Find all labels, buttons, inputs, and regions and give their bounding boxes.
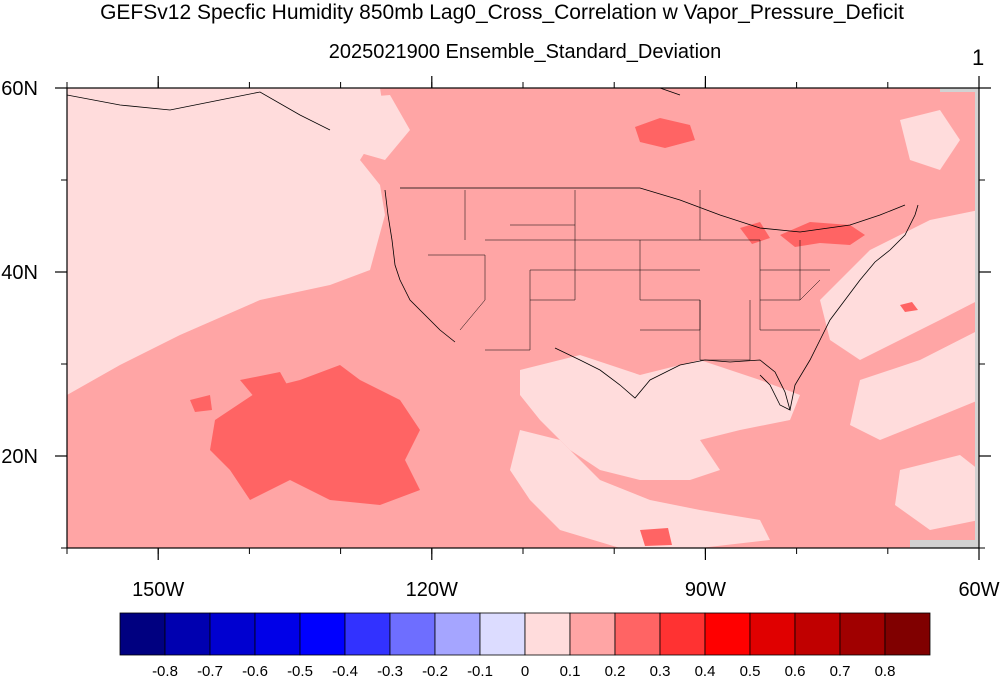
colorbar-label: 0.5 xyxy=(740,663,761,680)
figure-title: GEFSv12 Specfic Humidity 850mb Lag0_Cros… xyxy=(100,1,904,24)
fill-labrador-low-patch xyxy=(900,110,960,170)
y-tick-label: 20N xyxy=(1,446,38,468)
fill-nw-canada-low xyxy=(330,95,410,160)
colorbar-label: 0.6 xyxy=(785,663,806,680)
colorbar-label: -0.8 xyxy=(152,663,178,680)
fill-atlantic-low-south xyxy=(850,330,979,440)
fill-pacific-high-patch-a xyxy=(240,372,290,398)
contour-fill-layer xyxy=(67,88,979,548)
state-line-6 xyxy=(699,300,751,361)
colorbar-bin xyxy=(164,612,211,656)
coastline-us-canada-border xyxy=(400,187,906,233)
state-line-2 xyxy=(485,239,576,351)
colorbar-bin xyxy=(254,612,301,656)
colorbar-bin xyxy=(569,612,616,656)
colorbar-label: -0.7 xyxy=(197,663,223,680)
colorbar-label: -0.1 xyxy=(467,663,493,680)
colorbar-bin xyxy=(299,612,346,656)
fill-pacific-low-region xyxy=(67,88,385,395)
colorbar-bin xyxy=(434,612,481,656)
colorbar-bin xyxy=(884,612,931,656)
colorbar-label: 0.7 xyxy=(830,663,851,680)
colorbar-bin xyxy=(209,612,256,656)
fill-eastern-mexico-low xyxy=(510,430,770,548)
state-line-11 xyxy=(529,269,575,300)
state-line-1 xyxy=(428,254,486,331)
colorbar-bin xyxy=(479,612,526,656)
colorbar-label: 0.1 xyxy=(560,663,581,680)
missing-data-strip-e xyxy=(975,88,979,548)
colorbar-bin xyxy=(389,612,436,656)
colorbar-bin xyxy=(794,612,841,656)
x-tick-label: 120W xyxy=(406,579,458,601)
coastline-gulf xyxy=(554,347,791,411)
coastline-alaska xyxy=(67,91,331,131)
fill-pacific-high-patch-b xyxy=(190,395,212,412)
colorbar: -0.8 -0.7 -0.6 -0.5 -0.4 -0.3 -0.2 -0.1 0 0.1 0.2 0… xyxy=(119,612,931,680)
state-boundary-layer xyxy=(428,190,830,361)
fill-lake-superior-high xyxy=(740,222,770,244)
colorbar-label: -0.4 xyxy=(332,663,358,680)
colorbar-label: -0.2 xyxy=(422,663,448,680)
colorbar-bin xyxy=(614,612,661,656)
colorbar-label: -0.5 xyxy=(287,663,313,680)
missing-data-corner-se xyxy=(910,540,979,548)
colorbar-label: -0.3 xyxy=(377,663,403,680)
colorbar-label: -0.6 xyxy=(242,663,268,680)
colorbar-label: 0.4 xyxy=(695,663,716,680)
colorbar-label: 0.3 xyxy=(650,663,671,680)
colorbar-bin xyxy=(839,612,886,656)
colorbar-label: 0.2 xyxy=(605,663,626,680)
x-tick-label: 90W xyxy=(685,579,726,601)
colorbar-bin xyxy=(704,612,751,656)
panel-label: 1 xyxy=(972,45,985,70)
colorbar-bin xyxy=(659,612,706,656)
fill-pacific-high-region xyxy=(210,365,420,505)
missing-data-strip-ne xyxy=(940,88,979,92)
colorbar-bin xyxy=(524,612,571,656)
fill-mexico-high-patch xyxy=(640,528,672,546)
colorbar-label: 0 xyxy=(521,663,529,680)
state-line-7 xyxy=(759,300,820,331)
axis-ticks: 150W 120W 90W 60W 60N 40N 20N xyxy=(1,76,1000,601)
fill-atlantic-high-patch xyxy=(900,302,918,312)
coastline-hudson-bay xyxy=(659,88,681,96)
y-tick-label: 40N xyxy=(1,262,38,284)
coastline-us-east xyxy=(789,204,919,411)
coastline-layer xyxy=(67,88,919,411)
x-tick-label: 150W xyxy=(132,579,184,601)
fill-atlantic-low-band xyxy=(820,210,979,360)
figure-subtitle: 2025021900 Ensemble_Standard_Deviation xyxy=(328,41,722,63)
fill-gulf-low-region xyxy=(520,355,800,480)
y-tick-label: 60N xyxy=(1,78,38,100)
fill-atlantic-low-patch xyxy=(895,455,979,530)
fill-great-lakes-high xyxy=(780,222,865,247)
x-tick-label: 60W xyxy=(958,579,999,601)
coastline-us-west xyxy=(384,189,456,343)
colorbar-bin xyxy=(119,612,166,656)
colorbar-bin xyxy=(344,612,391,656)
fill-hudson-high-patch xyxy=(635,118,695,148)
colorbar-label: 0.8 xyxy=(875,663,896,680)
colorbar-bin xyxy=(749,612,796,656)
